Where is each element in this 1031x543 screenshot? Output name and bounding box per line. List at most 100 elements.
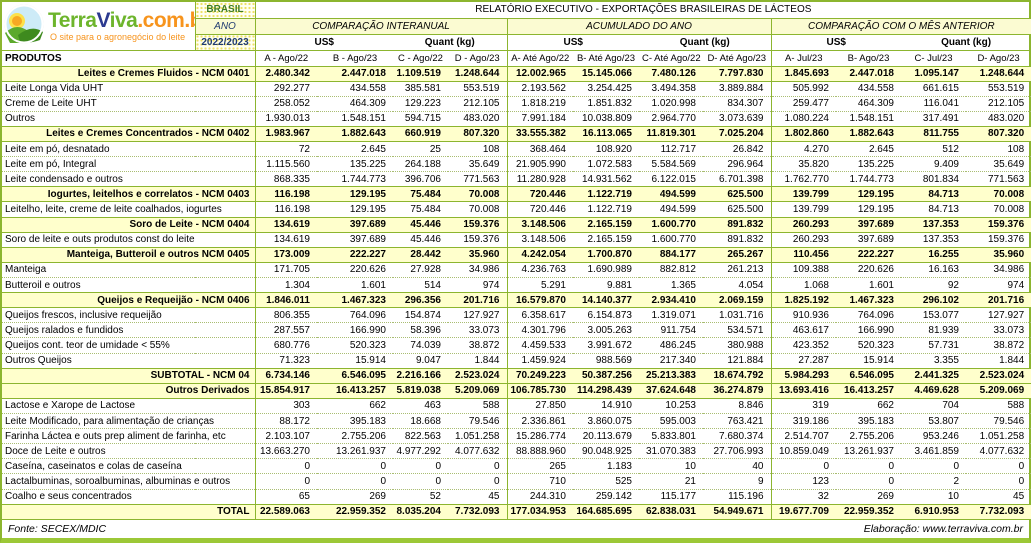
row-label: Queijos ralados e fundidos — [2, 322, 256, 339]
value-cell: 2.523.024 — [966, 367, 1031, 384]
value-cell: 1.122.719 — [573, 201, 639, 218]
value-cell: 771.563 — [966, 171, 1031, 188]
value-cell: 84.713 — [901, 186, 966, 203]
value-cell: 7.732.093 — [448, 503, 508, 521]
header-row-units: 2022/2023 US$ Quant (kg) US$ Quant (kg) … — [2, 34, 1031, 51]
table-row: Leite condensado e outros 868.335 1.744.77… — [2, 171, 1031, 188]
unit-usd: US$ — [255, 34, 393, 51]
value-cell: 154.874 — [393, 307, 448, 324]
table-row: Queijos frescos, inclusive requeijão 806.… — [2, 307, 1031, 324]
value-cell: 53.807 — [901, 413, 966, 430]
value-cell: 32 — [771, 489, 836, 505]
brand-iva: iva — [109, 8, 138, 32]
value-cell: 891.832 — [703, 232, 772, 248]
value-cell: 4.469.628 — [901, 382, 966, 399]
value-cell: 6.358.617 — [507, 307, 573, 324]
value-cell: 1.851.832 — [573, 96, 639, 112]
country-label: BRASIL — [195, 2, 256, 19]
table-row: Leitelho, leite, creme de leite coalhado… — [2, 201, 1031, 218]
value-cell: 704 — [901, 398, 966, 415]
value-cell: 35.649 — [448, 156, 508, 173]
value-cell: 13.693.416 — [771, 382, 836, 399]
value-cell: 807.320 — [966, 125, 1031, 143]
value-cell: 4.270 — [771, 141, 836, 158]
value-cell: 25.213.383 — [639, 367, 703, 384]
unit-kg: Quant (kg) — [901, 34, 1031, 51]
value-cell: 3.148.506 — [507, 232, 573, 248]
value-cell: 806.355 — [255, 307, 317, 324]
row-label: Farinha Láctea e outs prep aliment de fa… — [2, 428, 256, 445]
row-label: Lactose e Xarope de Lactose — [2, 398, 256, 415]
value-cell: 45 — [448, 489, 508, 505]
value-cell: 15.286.774 — [507, 428, 573, 445]
value-cell: 1.020.998 — [639, 96, 703, 112]
value-cell: 2.447.018 — [317, 65, 393, 82]
value-cell: 1.051.258 — [448, 428, 508, 445]
value-cell: 164.685.695 — [573, 503, 639, 521]
value-cell: 21.905.990 — [507, 156, 573, 173]
row-label: Leite Modificado, para alimentação de cr… — [2, 413, 256, 430]
value-cell: 34.986 — [966, 262, 1031, 279]
value-cell: 520.323 — [317, 337, 393, 354]
value-cell: 2.480.342 — [255, 65, 317, 82]
value-cell: 822.563 — [393, 428, 448, 445]
value-cell: 106.785.730 — [507, 382, 573, 399]
value-cell: 127.927 — [966, 307, 1031, 324]
value-cell: 662 — [317, 398, 393, 415]
value-cell: 303 — [255, 398, 317, 415]
value-cell: 1.882.643 — [836, 125, 901, 143]
value-cell: 81.939 — [901, 322, 966, 339]
value-cell: 1.825.192 — [771, 292, 836, 309]
row-label: Leitelho, leite, creme de leite coalhado… — [2, 201, 256, 218]
value-cell: 166.990 — [836, 322, 901, 339]
col-header: A- Jul/23 — [771, 50, 836, 67]
value-cell: 129.195 — [836, 186, 901, 203]
value-cell: 70.008 — [448, 186, 508, 203]
value-cell: 57.731 — [901, 337, 966, 354]
value-cell: 35.960 — [448, 246, 508, 263]
value-cell: 1.600.770 — [639, 232, 703, 248]
value-cell: 553.519 — [966, 81, 1031, 97]
value-cell: 368.464 — [507, 141, 573, 158]
col-header: D- Ago/23 — [966, 50, 1031, 67]
value-cell: 1.068 — [771, 277, 836, 294]
row-label: Leite condensado e outros — [2, 171, 256, 188]
report-footer: Fonte: SECEX/MDIC Elaboração: www.terrav… — [2, 520, 1029, 538]
value-cell: 0 — [966, 458, 1031, 475]
value-cell: 6.122.015 — [639, 171, 703, 188]
row-label: Outros Queijos — [2, 353, 256, 369]
value-cell: 212.105 — [966, 96, 1031, 112]
value-cell: 6.546.095 — [317, 367, 393, 384]
row-label: Queijos frescos, inclusive requeijão — [2, 307, 256, 324]
value-cell: 514 — [393, 277, 448, 294]
value-cell: 79.546 — [966, 413, 1031, 430]
value-cell: 244.310 — [507, 489, 573, 505]
value-cell: 6.701.398 — [703, 171, 772, 188]
row-label: Outros — [2, 111, 256, 127]
section-label-mes-anterior: COMPARAÇÃO COM O MÊS ANTERIOR — [771, 18, 1031, 35]
col-header: B- Até Ago/23 — [573, 50, 639, 67]
value-cell: 3.494.358 — [639, 81, 703, 97]
value-cell: 35.649 — [966, 156, 1031, 173]
value-cell: 6.154.873 — [573, 307, 639, 324]
value-cell: 483.020 — [448, 111, 508, 127]
row-label: Manteiga, Butteroil e outros NCM 0405 — [2, 246, 256, 263]
table-row: Outros 1.930.013 1.548.151 594.715 483.020 7.… — [2, 111, 1031, 127]
row-label: TOTAL — [2, 503, 256, 521]
value-cell: 287.557 — [255, 322, 317, 339]
value-cell: 380.988 — [703, 337, 772, 354]
value-cell: 296.102 — [901, 292, 966, 309]
value-cell: 137.353 — [901, 216, 966, 233]
value-cell: 9.047 — [393, 353, 448, 369]
value-cell: 13.663.270 — [255, 443, 317, 460]
value-cell: 15.854.917 — [255, 382, 317, 399]
row-label: Leites e Cremes Fluidos - NCM 0401 — [2, 65, 256, 82]
value-cell: 50.387.256 — [573, 367, 639, 384]
value-cell: 423.352 — [771, 337, 836, 354]
value-cell: 4.077.632 — [966, 443, 1031, 460]
value-cell: 464.309 — [836, 96, 901, 112]
value-cell: 0 — [836, 473, 901, 490]
value-cell: 1.115.560 — [255, 156, 317, 173]
value-cell: 1.744.773 — [836, 171, 901, 188]
